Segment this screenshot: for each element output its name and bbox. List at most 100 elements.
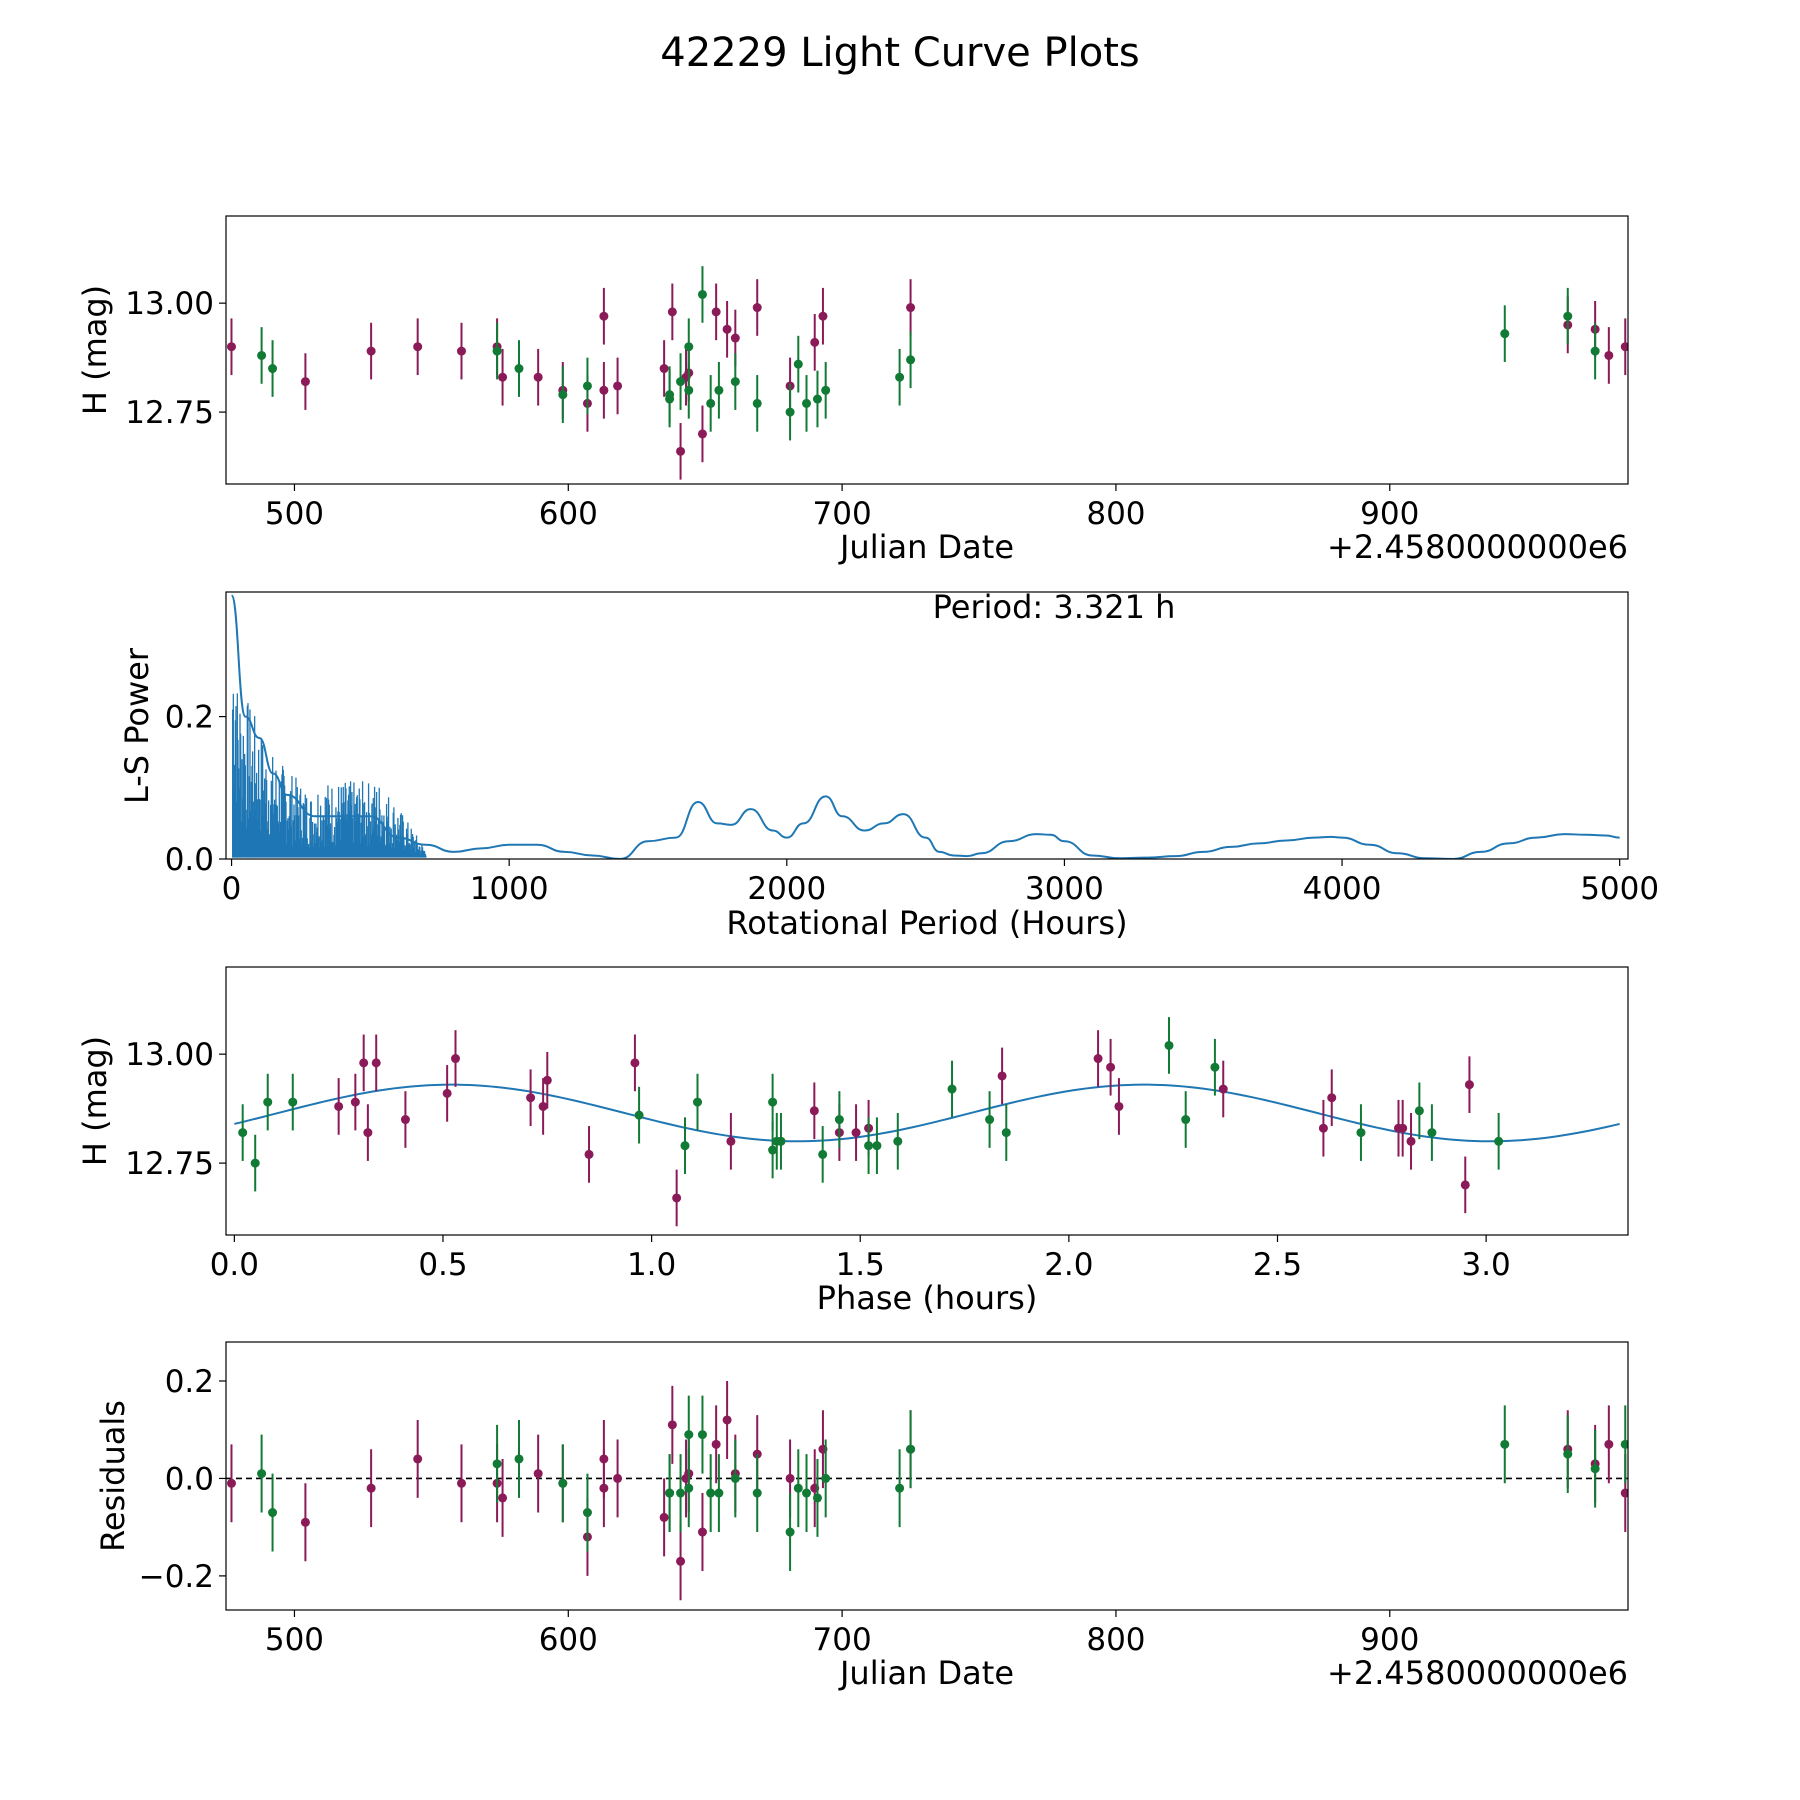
light-curve-y-tick-label: 13.00	[125, 286, 214, 322]
phase-folded-data-point	[1093, 1054, 1103, 1064]
phase-folded-data-point	[1327, 1093, 1337, 1103]
phase-folded-data-point	[818, 1149, 828, 1159]
residuals-x-tick-label: 800	[1086, 1622, 1145, 1658]
residuals-data-point	[492, 1459, 502, 1469]
light-curve-data-point	[684, 385, 694, 395]
light-curve-data-point	[714, 385, 724, 395]
phase-folded-data-point	[288, 1097, 298, 1107]
residuals-data-point	[1500, 1439, 1510, 1449]
residuals-data-point	[785, 1473, 795, 1483]
residuals-data-point	[1604, 1439, 1614, 1449]
light-curve-data-point	[613, 381, 623, 391]
phase-folded-data-point	[250, 1158, 260, 1168]
light-curve-data-point	[802, 398, 812, 408]
light-curve-data-point	[906, 355, 916, 365]
residuals-y-tick-label: 0.2	[165, 1364, 214, 1400]
phase-folded-data-point	[1210, 1062, 1220, 1072]
residuals-data-point	[676, 1488, 686, 1498]
phase-folded-data-point	[350, 1097, 360, 1107]
residuals-data-point	[456, 1478, 466, 1488]
light-curve-data-point	[226, 342, 236, 352]
phase-folded-x-label: Phase (hours)	[817, 1279, 1038, 1317]
residuals-data-point	[665, 1488, 675, 1498]
phase-folded-data-point	[634, 1110, 644, 1120]
light-curve-data-point	[498, 372, 508, 382]
light-curve-data-point	[730, 377, 740, 387]
light-curve-data-point	[533, 372, 543, 382]
residuals-data-point	[895, 1483, 905, 1493]
light-curve-data-point	[582, 381, 592, 391]
light-curve-data-point	[697, 289, 707, 299]
residuals-data-point	[667, 1420, 677, 1430]
residuals-series-purple	[226, 1380, 1628, 1601]
light-curve-data-point	[456, 346, 466, 356]
phase-folded-y-tick-label: 13.00	[125, 1037, 214, 1073]
light-curve-data-point	[676, 377, 686, 387]
phase-folded-x-tick-label: 0.0	[210, 1247, 259, 1283]
phase-folded-data-point	[1218, 1084, 1228, 1094]
phase-folded-x-tick-label: 2.5	[1253, 1247, 1302, 1283]
light-curve-x-tick-label: 800	[1086, 496, 1145, 532]
light-curve-data-point	[895, 372, 905, 382]
light-curve-data-point	[722, 324, 732, 334]
phase-folded-x-tick-label: 0.5	[418, 1247, 467, 1283]
phase-folded-x-tick-label: 3.0	[1461, 1247, 1510, 1283]
light-curve-offset-label: +2.4580000000e6	[1327, 528, 1628, 566]
phase-folded-data-point	[776, 1136, 786, 1146]
panel-periodogram: 0 1000 2000 3000 4000 5000 0.0 0.2 Period: 3.3…	[118, 588, 1659, 942]
residuals-y-label: Residuals	[94, 1400, 132, 1552]
phase-folded-data-point	[768, 1097, 778, 1107]
phase-folded-data-point	[1001, 1128, 1011, 1138]
light-curve-data-point	[1620, 342, 1628, 352]
panel-light-curve: 500 600 700 800 900 12.75 13.00 Julian Date +…	[76, 215, 1629, 566]
light-curve-data-point	[599, 385, 609, 395]
phase-folded-y-ticks: 12.75 13.00	[125, 1037, 226, 1182]
periodogram-y-ticks: 0.0 0.2	[165, 700, 226, 878]
light-curve-data-point	[711, 307, 721, 317]
phase-folded-data-point	[997, 1071, 1007, 1081]
light-curve-data-point	[730, 333, 740, 343]
residuals-data-point	[1563, 1449, 1573, 1459]
phase-folded-x-ticks: 0.0 0.5 1.0 1.5 2.0 2.5 3.0	[210, 1235, 1511, 1283]
phase-folded-series-purple	[334, 1030, 1474, 1227]
phase-folded-data-point	[672, 1193, 682, 1203]
residuals-y-tick-label: 0.0	[165, 1461, 214, 1497]
phase-folded-data-point	[1181, 1115, 1191, 1125]
residuals-data-point	[514, 1454, 524, 1464]
periodogram-x-tick-label: 0	[222, 871, 242, 907]
residuals-marks	[226, 1380, 1628, 1601]
phase-folded-data-point	[538, 1101, 548, 1111]
phase-folded-data-point	[1106, 1062, 1116, 1072]
residuals-data-point	[498, 1493, 508, 1503]
light-curve-data-point	[752, 303, 762, 313]
light-curve-data-point	[785, 407, 795, 417]
light-curve-x-label: Julian Date	[838, 528, 1014, 566]
phase-folded-data-point	[1460, 1180, 1470, 1190]
light-curve-x-tick-label: 700	[813, 496, 872, 532]
residuals-frame	[225, 1341, 1629, 1611]
light-curve-x-tick-label: 500	[265, 496, 324, 532]
light-curve-marks	[226, 266, 1628, 480]
light-curve-frame	[225, 215, 1629, 485]
phase-folded-data-point	[693, 1097, 703, 1107]
phase-folded-data-point	[893, 1136, 903, 1146]
residuals-data-point	[300, 1517, 310, 1527]
phase-folded-data-point	[1427, 1128, 1437, 1138]
periodogram-x-tick-label: 4000	[1303, 871, 1382, 907]
phase-folded-data-point	[630, 1058, 640, 1068]
light-curve-y-tick-label: 12.75	[125, 395, 214, 431]
residuals-data-point	[676, 1556, 686, 1566]
residuals-y-ticks: −0.2 0.0 0.2	[139, 1364, 226, 1595]
residuals-data-point	[366, 1483, 376, 1493]
periodogram-y-tick-label: 0.2	[165, 700, 214, 736]
residuals-data-point	[684, 1483, 694, 1493]
light-curve-data-point	[300, 377, 310, 387]
residuals-data-point	[533, 1469, 543, 1479]
light-curve-data-point	[558, 390, 568, 400]
light-curve-data-point	[906, 303, 916, 313]
phase-folded-data-point	[1494, 1136, 1504, 1146]
light-curve-data-point	[1604, 350, 1614, 360]
light-curve-data-point	[665, 394, 675, 404]
phase-folded-data-point	[834, 1115, 844, 1125]
